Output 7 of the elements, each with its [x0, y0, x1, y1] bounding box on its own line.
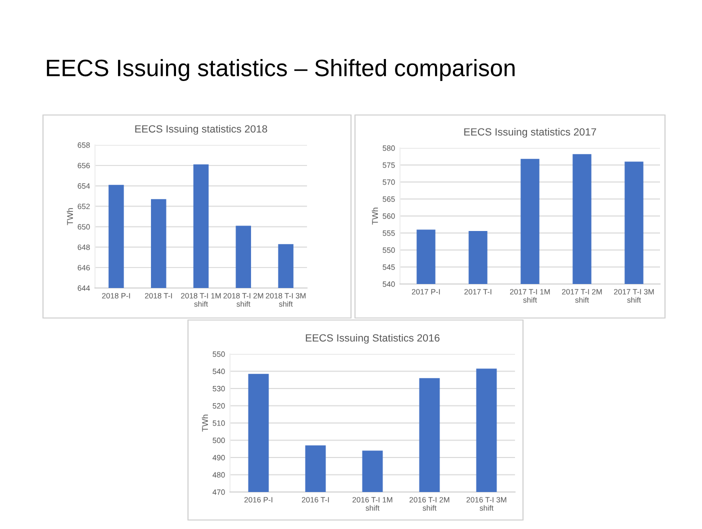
chart-title: EECS Issuing Statistics 2016: [306, 334, 440, 344]
chart-title: EECS Issuing statistics 2018: [135, 124, 268, 135]
y-axis-title: TWh: [372, 208, 378, 225]
y-axis-title: TWh: [66, 208, 73, 226]
y-axis-title: TWh: [202, 414, 208, 432]
text: EECS Issuing statistics – Shifted comparison: [46, 58, 515, 82]
chart-title: EECS Issuing statistics 2017: [464, 128, 596, 138]
